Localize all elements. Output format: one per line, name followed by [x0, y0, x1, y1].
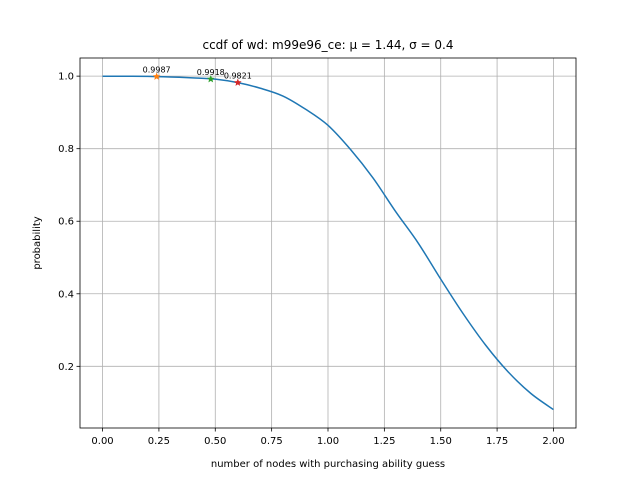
y-tick-label: 0.8 [58, 144, 74, 155]
y-tick-label: 0.6 [58, 217, 74, 228]
marker-star-point [234, 78, 242, 86]
x-tick-label: 1.25 [373, 436, 395, 447]
x-tick-label: 0.25 [148, 436, 170, 447]
marker-value-label: 0.9821 [224, 72, 252, 81]
x-axis-label: number of nodes with purchasing ability … [211, 459, 445, 470]
marker-star-point [152, 72, 161, 80]
y-tick-label: 1.0 [58, 72, 74, 83]
marker-layer: 0.9987 0.9918 0.9821 [143, 66, 252, 86]
x-tick-label: 0.00 [91, 436, 113, 447]
x-tick-label: 1.00 [317, 436, 339, 447]
marker-value-label: 0.9987 [143, 66, 171, 75]
grid-layer [80, 58, 576, 428]
y-axis-label: probability [32, 216, 43, 269]
ccdf-series-line [102, 75, 554, 411]
chart-title: ccdf of wd: m99e96_ce: μ = 1.44, σ = 0.4 [202, 38, 453, 52]
marker-value-label: 0.9918 [197, 68, 225, 77]
curve-layer [102, 75, 554, 411]
x-tick-label: 2.00 [542, 436, 564, 447]
marker-star-point [206, 75, 215, 83]
x-tick-label: 1.75 [486, 436, 508, 447]
x-tick-label: 1.50 [430, 436, 452, 447]
y-tick-label: 0.4 [58, 289, 74, 300]
y-tick-label: 0.2 [58, 362, 74, 373]
x-tick-label: 0.75 [261, 436, 283, 447]
tick-layer: 0.00 0.25 0.50 0.75 1.00 1.25 1.50 1.75 2.00 0.2 0… [58, 72, 564, 447]
x-tick-label: 0.50 [204, 436, 226, 447]
